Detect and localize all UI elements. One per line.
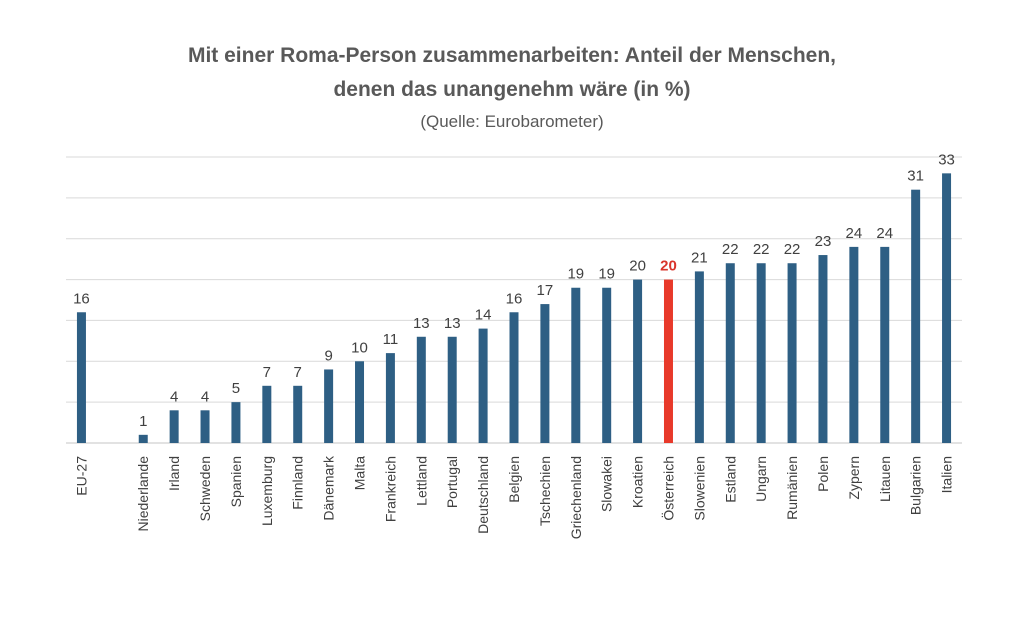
value-label-irland: 4 <box>170 388 178 405</box>
bars <box>76 173 952 444</box>
category-label-litauen: Litauen <box>877 456 893 502</box>
category-label-malta: Malta <box>352 456 368 490</box>
category-label-rumanien: Rumänien <box>784 456 800 520</box>
category-label-slowakei: Slowakei <box>599 456 615 512</box>
value-label-osterreich: 20 <box>660 258 677 275</box>
value-label-kroatien: 20 <box>629 258 646 275</box>
chart-title-line-1: Mit einer Roma-Person zusammenarbeiten: … <box>188 44 836 67</box>
value-label-slowakei: 19 <box>598 266 615 283</box>
category-label-zypern: Zypern <box>846 456 862 500</box>
category-label-italien: Italien <box>939 456 955 493</box>
value-label-portugal: 13 <box>444 315 461 332</box>
bar-lettland <box>416 336 426 443</box>
bar-belgien <box>509 312 519 443</box>
value-label-schweden: 4 <box>201 388 209 405</box>
category-label-slowenien: Slowenien <box>691 456 707 521</box>
bar-spanien <box>231 402 241 443</box>
category-label-ungarn: Ungarn <box>753 456 769 502</box>
bar-rumanien <box>787 263 797 443</box>
bar-bulgarien <box>911 189 921 443</box>
value-label-slowenien: 21 <box>691 249 708 266</box>
bar-luxemburg <box>262 385 272 443</box>
category-label-frankreich: Frankreich <box>382 456 398 522</box>
bar-finnland <box>293 385 303 443</box>
bar-zypern <box>849 246 859 443</box>
category-label-griechenland: Griechenland <box>568 456 584 539</box>
bar-niederlande <box>138 434 148 443</box>
value-label-spanien: 5 <box>232 380 240 397</box>
category-label-lettland: Lettland <box>413 456 429 506</box>
bar-deutschland <box>478 328 488 443</box>
value-label-estland: 22 <box>722 241 739 258</box>
category-label-osterreich: Österreich <box>659 456 676 521</box>
category-label-estland: Estland <box>722 456 738 503</box>
bar-slowenien <box>694 271 704 443</box>
value-label-tschechien: 17 <box>537 282 554 299</box>
bar-italien <box>942 173 952 444</box>
category-label-eu-27: EU-27 <box>73 456 89 496</box>
bar-malta <box>355 361 365 443</box>
value-label-danemark: 9 <box>324 347 332 364</box>
bar-schweden <box>200 410 210 443</box>
bar-osterreich <box>663 279 673 443</box>
value-label-finnland: 7 <box>294 364 302 381</box>
bar-litauen <box>880 246 890 443</box>
bar-polen <box>818 255 828 443</box>
bar-estland <box>725 263 735 443</box>
value-label-zypern: 24 <box>846 225 863 242</box>
chart-title-line-2: denen das unangenehm wäre (in %) <box>333 78 690 101</box>
category-label-luxemburg: Luxemburg <box>259 456 275 526</box>
bar-frankreich <box>385 353 395 443</box>
category-labels: EU-27 Niederlande Irland Schweden Spanien Lux… <box>73 455 954 539</box>
value-label-deutschland: 14 <box>475 307 492 324</box>
value-label-litauen: 24 <box>876 225 893 242</box>
chart-subtitle: (Quelle: Eurobarometer) <box>420 112 603 131</box>
value-label-rumanien: 22 <box>784 241 801 258</box>
category-label-irland: Irland <box>166 456 182 491</box>
gridlines <box>66 156 962 444</box>
bar-tschechien <box>540 304 550 443</box>
value-label-niederlande: 1 <box>139 413 147 430</box>
category-label-belgien: Belgien <box>506 456 522 503</box>
value-label-griechenland: 19 <box>567 266 584 283</box>
value-label-frankreich: 11 <box>383 331 399 348</box>
category-label-niederlande: Niederlande <box>135 456 151 532</box>
category-label-portugal: Portugal <box>444 456 460 508</box>
category-label-finnland: Finnland <box>290 456 306 510</box>
bar-griechenland <box>571 287 581 443</box>
value-label-ungarn: 22 <box>753 241 770 258</box>
category-label-kroatien: Kroatien <box>630 456 646 508</box>
value-label-polen: 23 <box>815 233 832 250</box>
value-label-italien: 33 <box>938 151 955 168</box>
value-label-belgien: 16 <box>506 290 523 307</box>
category-label-danemark: Dänemark <box>321 455 337 521</box>
bar-danemark <box>324 369 334 443</box>
bar-irland <box>169 410 179 443</box>
category-label-bulgarien: Bulgarien <box>908 456 924 515</box>
bar-portugal <box>447 336 457 443</box>
category-label-spanien: Spanien <box>228 456 244 507</box>
value-label-luxemburg: 7 <box>263 364 271 381</box>
bar-slowakei <box>602 287 612 443</box>
value-label-bulgarien: 31 <box>907 168 924 185</box>
category-label-deutschland: Deutschland <box>475 456 491 534</box>
value-label-lettland: 13 <box>413 315 430 332</box>
category-label-tschechien: Tschechien <box>537 456 553 526</box>
bar-kroatien <box>633 279 643 443</box>
value-label-eu-27: 16 <box>73 290 90 307</box>
category-label-schweden: Schweden <box>197 456 213 521</box>
category-label-polen: Polen <box>815 456 831 492</box>
bar-eu-27 <box>76 312 86 443</box>
value-label-malta: 10 <box>351 339 368 356</box>
bar-ungarn <box>756 263 766 443</box>
